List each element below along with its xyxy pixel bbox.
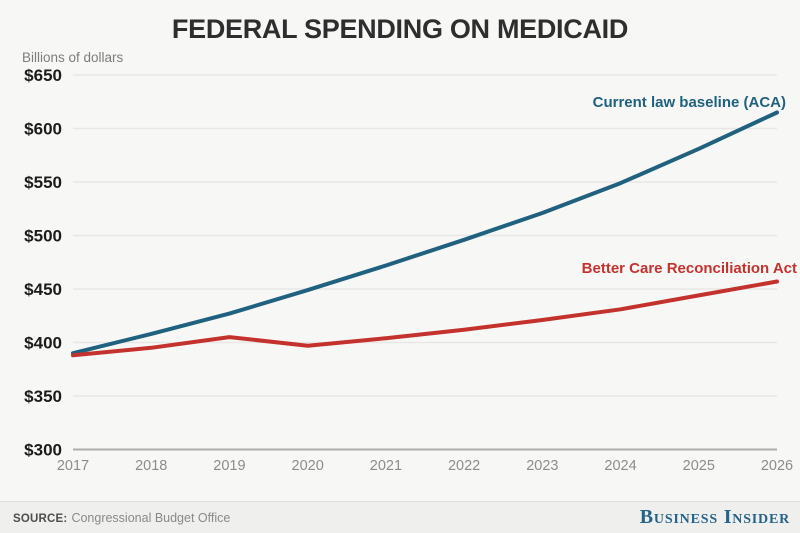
y-axis-caption: Billions of dollars [22,50,124,65]
y-tick-label: $500 [24,227,62,246]
source-text: Congressional Budget Office [71,510,231,525]
x-tick-label: 2022 [448,458,480,474]
x-tick-label: 2021 [370,458,402,474]
y-tick-label: $450 [24,280,62,299]
x-tick-label: 2025 [683,458,715,474]
y-tick-label: $550 [24,173,62,192]
business-insider-logo: Business Insider [639,506,790,528]
legend-label-bcra: Better Care Reconciliation Act [582,260,797,277]
source-label: SOURCE: [13,512,68,525]
x-tick-label: 2026 [761,458,793,474]
line-bcra [71,279,779,358]
chart-title: FEDERAL SPENDING ON MEDICAID [171,14,629,44]
x-tick-label: 2018 [135,458,167,474]
y-tick-label: $350 [24,387,62,406]
x-tick-label: 2023 [526,458,558,474]
footer-bar: SOURCE: Congressional Budget Office Busin… [0,501,800,533]
x-tick-label: 2017 [57,458,89,474]
x-tick-label: 2020 [292,458,324,474]
line-aca [71,110,779,356]
medicaid-spending-chart: $300 $350 $400 $450 $500 $550 $600 $650 2017 2018… [24,66,797,474]
x-tick-label: 2024 [604,458,636,474]
y-tick-label: $650 [24,66,62,85]
x-tick-label: 2019 [213,458,245,474]
source-line: SOURCE: Congressional Budget Office [13,511,230,525]
y-tick-label: $400 [24,334,62,353]
y-tick-label: $300 [24,441,62,460]
legend-label-aca: Current law baseline (ACA) [593,94,786,111]
y-tick-label: $600 [24,120,62,139]
